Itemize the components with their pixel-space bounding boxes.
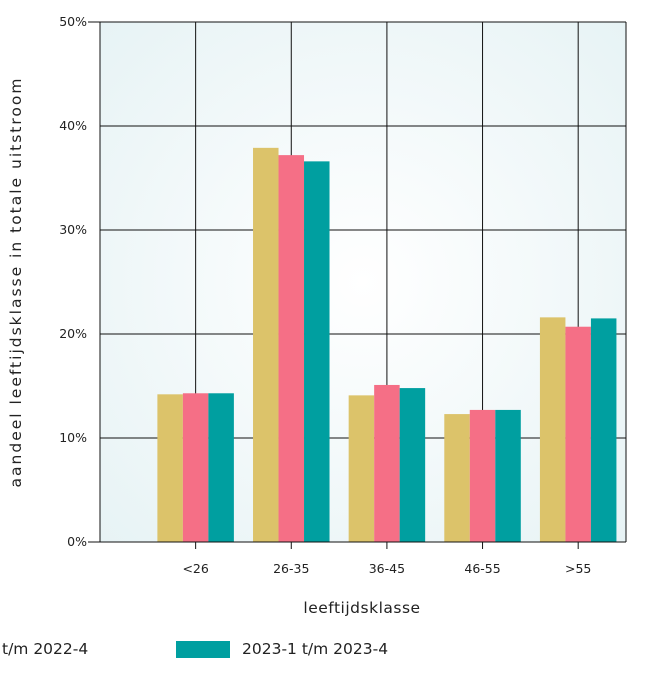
x-tick-label: <26 [182, 561, 208, 576]
y-tick-label: 30% [59, 222, 87, 237]
x-tick-label: 26-35 [273, 561, 309, 576]
legend-label-1: t/m 2022-4 [2, 640, 89, 658]
bar [278, 155, 305, 542]
x-tick-label: >55 [565, 561, 591, 576]
x-tick-labels: <26 26-35 36-45 46-55 >55 [182, 561, 591, 576]
legend-swatch-2 [176, 640, 230, 658]
bar [157, 394, 183, 542]
y-tick-label: 40% [59, 118, 87, 133]
legend-label-2: 2023-1 t/m 2023-4 [242, 640, 389, 658]
bar [399, 388, 426, 542]
x-tick-label: 36-45 [369, 561, 405, 576]
bar [590, 318, 617, 542]
bar [444, 414, 470, 542]
bar [304, 161, 330, 543]
bar [208, 393, 234, 542]
axes [88, 21, 626, 549]
y-tick-label: 10% [59, 430, 87, 445]
bars [157, 147, 617, 543]
y-tick-label: 0% [67, 534, 87, 549]
y-axis-title: aandeel leeftijdsklasse in totale uitstr… [7, 77, 25, 488]
legend-item-2: 2023-1 t/m 2023-4 [176, 637, 388, 661]
bar [374, 384, 400, 542]
bar [539, 317, 566, 542]
bar [495, 409, 521, 542]
legend-item-1: t/m 2022-4 [2, 637, 88, 661]
y-tick-label: 50% [59, 14, 87, 29]
y-tick-labels: 0% 10% 20% 30% 40% 50% [59, 14, 87, 549]
bar [182, 393, 209, 542]
x-axis-title: leeftijdsklasse [303, 599, 420, 617]
y-tick-label: 20% [59, 326, 87, 341]
bar [348, 395, 375, 542]
bar [253, 147, 279, 542]
x-tick-label: 46-55 [464, 561, 500, 576]
bar [565, 326, 591, 542]
bar [469, 409, 496, 542]
